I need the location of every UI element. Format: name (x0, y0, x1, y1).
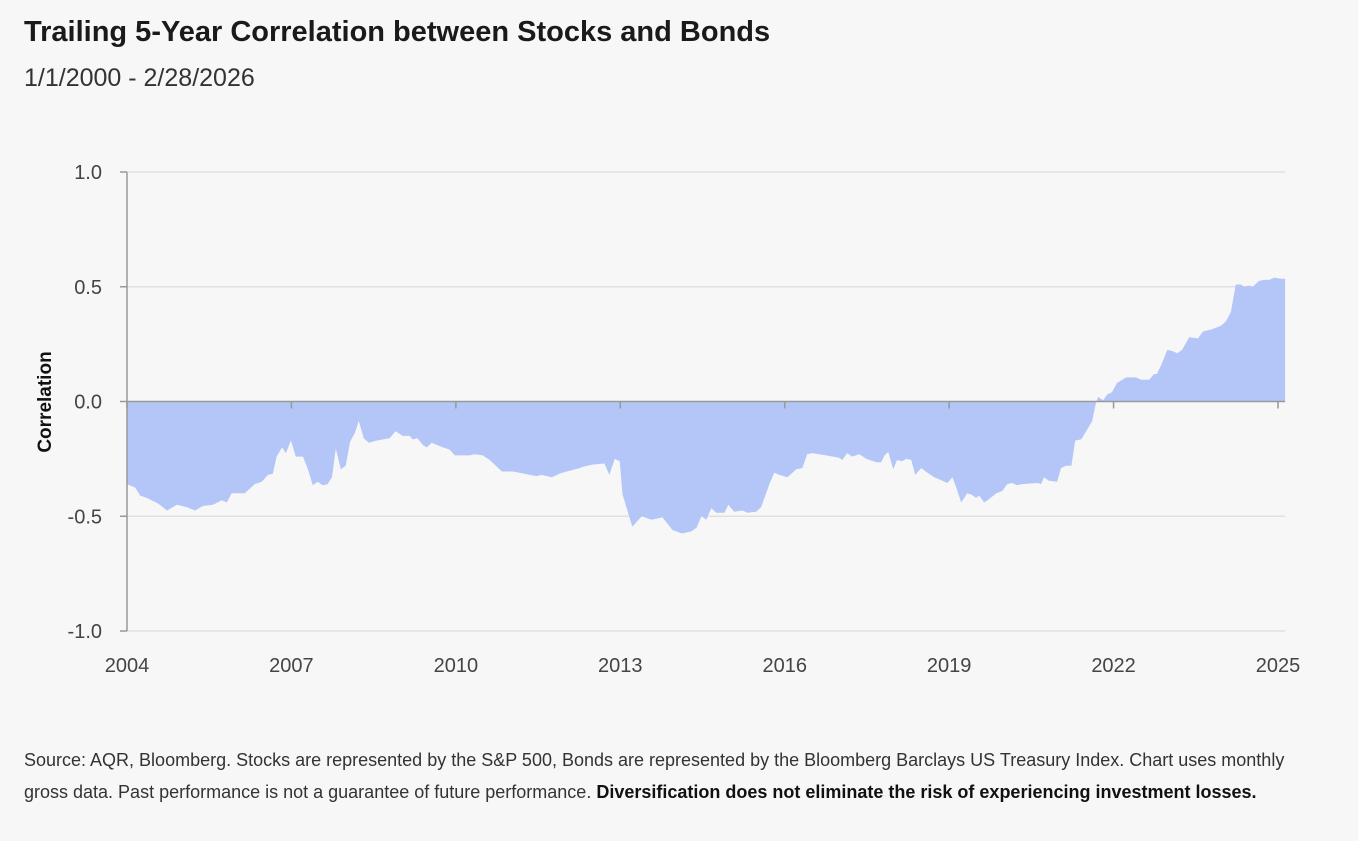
x-tick-label: 2004 (105, 655, 150, 677)
chart-title: Trailing 5-Year Correlation between Stoc… (24, 16, 771, 48)
axes (120, 171, 1286, 632)
x-tick-label: 2019 (927, 655, 972, 677)
x-tick-label: 2007 (269, 655, 314, 677)
x-tick-label: 2022 (1091, 655, 1136, 677)
footnote-source: Source: AQR, Bloomberg. Stocks are repre… (24, 750, 1285, 802)
x-tick-label: 2025 (1256, 655, 1301, 677)
chart-subtitle: 1/1/2000 - 2/28/2026 (24, 64, 255, 92)
x-tick-label: 2016 (762, 655, 807, 677)
y-tick-label: 1.0 (74, 162, 102, 184)
footnote-disclaimer: Diversification does not eliminate the r… (596, 782, 1257, 802)
x-tick-label: 2013 (598, 655, 643, 677)
y-tick-label: 0.5 (74, 277, 102, 299)
y-tick-label: -1.0 (68, 621, 102, 643)
correlation-area (127, 277, 1286, 534)
footnote: Source: AQR, Bloomberg. Stocks are repre… (24, 744, 1324, 808)
y-axis-title: Correlation (35, 351, 56, 452)
y-tick-label: 0.0 (74, 392, 102, 414)
x-tick-label: 2010 (434, 655, 479, 677)
y-tick-label: -0.5 (68, 506, 102, 528)
